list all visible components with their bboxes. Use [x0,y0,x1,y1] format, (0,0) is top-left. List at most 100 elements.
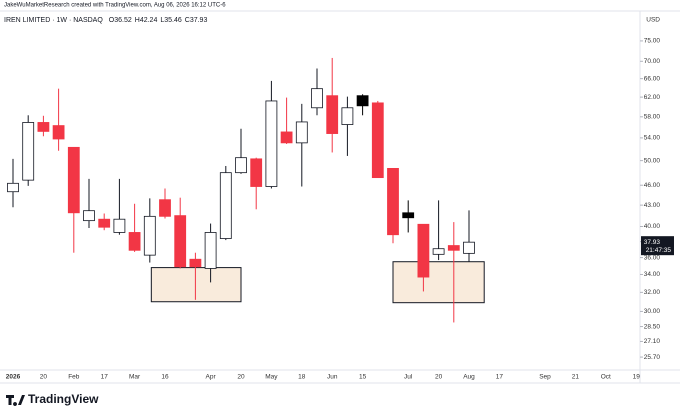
candle [98,213,111,231]
candle [52,88,65,151]
x-tick-label: 20 [40,374,48,381]
candle [295,103,308,187]
candle [7,158,19,208]
y-tick-label: 54.00 [644,135,661,142]
candle-body [341,107,354,125]
y-tick-label: 66.00 [644,75,661,82]
x-tick-label: May [265,374,278,381]
candle-body [447,245,460,251]
currency: USD [646,17,660,24]
candle [341,96,354,156]
candle [67,146,80,253]
candle [159,188,171,219]
logo-icon [6,395,25,406]
candle [311,68,323,116]
candle [235,128,247,174]
candle-body [402,212,415,219]
x-tick-label: 21 [572,374,580,381]
candle-body [159,199,171,217]
y-tick-label: 40.00 [644,223,661,230]
candle [402,200,415,233]
candle [83,178,95,228]
candle [250,157,263,210]
candle [463,210,475,263]
x-tick-label: Jun [327,374,338,381]
zone [150,267,242,303]
y-tick-label: 32.00 [644,289,661,296]
candle [128,203,141,252]
candle [189,252,202,300]
countdown: 21:47:35 [646,247,672,254]
candle-body [295,121,308,144]
candle [174,197,187,269]
candle-body [7,182,19,193]
candle-body [83,210,95,222]
y-tick-label: 75.00 [644,38,661,45]
candle-body [189,258,202,268]
candle-body [311,88,323,109]
brand-logo: TradingView [6,392,99,406]
y-tick-label: 58.00 [644,114,661,121]
x-tick-label: 20 [435,374,443,381]
candle-body [113,218,126,233]
x-tick-label: 15 [359,374,367,381]
zone [392,261,485,304]
candle-body [37,122,50,132]
x-tick-label: Apr [206,374,217,381]
x-tick-label: 18 [298,374,306,381]
x-tick-label: 16 [161,374,169,381]
candle-body [52,125,65,140]
x-tick-label: Feb [68,374,80,381]
candle-body [143,215,156,256]
candle [447,222,460,323]
candle-body [174,215,187,268]
candle-body [219,172,232,239]
x-tick-label: Jul [404,374,413,381]
candle [22,115,35,186]
y-tick-label: 28.50 [644,323,661,330]
y-tick-label: 46.00 [644,182,661,189]
candle-body [204,232,217,269]
y-tick-label: 27.10 [644,338,661,345]
candle [417,223,430,292]
x-tick-label: 2026 [6,374,21,381]
candle-body [371,102,384,179]
candle-body [67,146,80,214]
y-tick-label: 34.00 [644,271,661,278]
y-tick-label: 25.70 [644,354,661,361]
candle-body [463,241,475,254]
candle [371,100,384,179]
x-tick-label: 17 [496,374,504,381]
legend-ohlc: L35.46 [160,17,182,24]
legend-ohlc: H42.24 [135,17,158,24]
x-tick-label: 17 [101,374,109,381]
candle [432,200,445,261]
candle-body [432,248,445,255]
candle-body [280,131,293,144]
price-label: 37.93 [644,239,661,246]
candle [113,178,126,235]
y-tick-label: 70.00 [644,58,661,65]
candle [356,94,369,116]
candle-body [22,122,35,181]
x-tick-label: Mar [129,374,141,381]
x-tick-label: 20 [237,374,245,381]
candle [37,115,50,137]
candle [219,165,232,241]
candle [280,97,293,144]
x-tick-label: Aug [463,374,475,381]
x-tick-label: Oct [601,374,611,381]
x-tick-label: Sep [539,374,551,381]
y-tick-label: 62.00 [644,94,661,101]
candle-body [128,232,141,251]
x-tick-label: 19 [633,374,641,381]
y-tick-label: 50.00 [644,157,661,164]
candle [387,167,399,244]
legend-symbol: IREN LIMITED · 1W · NASDAQ [4,17,103,24]
candle-body [250,158,263,187]
legend-ohlc: O36.52 [109,17,132,24]
candle [204,223,217,283]
candle-body [356,95,369,107]
